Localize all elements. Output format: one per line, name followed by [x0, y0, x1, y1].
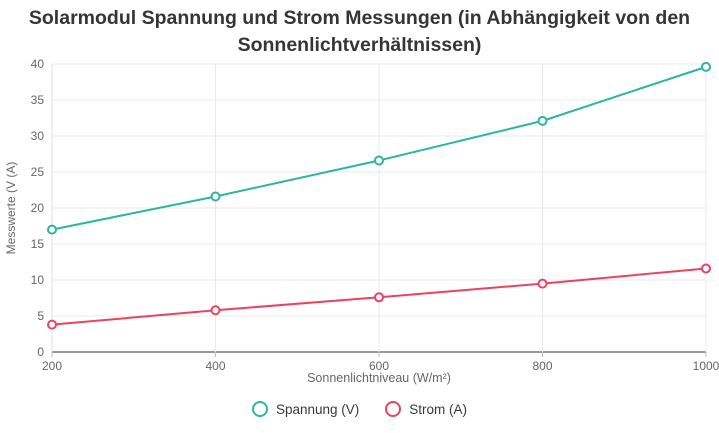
y-tick-label: 35 — [31, 93, 45, 107]
data-point-marker[interactable] — [537, 115, 548, 126]
legend: Spannung (V) Strom (A) — [0, 401, 719, 417]
x-tick-label: 1000 — [693, 359, 719, 373]
legend-label: Strom (A) — [409, 401, 468, 417]
y-tick-label: 40 — [31, 57, 45, 71]
data-point-marker[interactable] — [210, 191, 221, 202]
data-point-marker[interactable] — [374, 292, 384, 303]
data-point-marker[interactable] — [537, 278, 548, 289]
y-tick-label: 5 — [37, 309, 44, 323]
legend-marker-icon — [251, 401, 268, 417]
data-point-marker[interactable] — [210, 305, 221, 316]
chart-title: Solarmodul Spannung und Strom Messungen … — [28, 7, 691, 56]
data-point-marker[interactable] — [374, 155, 384, 166]
legend-label: Spannung (V) — [275, 401, 360, 417]
y-axis-label: Messwerte (V (A) — [4, 161, 18, 255]
y-tick-label: 10 — [31, 273, 45, 287]
data-point-marker[interactable] — [47, 319, 57, 330]
data-point-marker[interactable] — [47, 224, 57, 235]
data-point-marker[interactable] — [701, 263, 711, 274]
x-tick-label: 800 — [532, 359, 552, 373]
legend-item-0[interactable]: Spannung (V) — [251, 401, 360, 417]
x-tick-label: 600 — [369, 359, 389, 373]
x-tick-label: 400 — [205, 359, 225, 373]
x-tick-label: 200 — [42, 359, 62, 373]
y-tick-label: 30 — [31, 129, 45, 143]
legend-item-1[interactable]: Strom (A) — [385, 401, 467, 417]
y-tick-label: 15 — [31, 237, 45, 251]
y-tick-label: 20 — [31, 201, 45, 215]
data-point-marker[interactable] — [701, 61, 711, 72]
y-tick-label: 25 — [31, 165, 45, 179]
x-axis-label: Sonnenlichtniveau (W/m²) — [307, 371, 451, 385]
y-tick-label: 0 — [37, 345, 44, 359]
legend-marker-icon — [385, 401, 402, 417]
